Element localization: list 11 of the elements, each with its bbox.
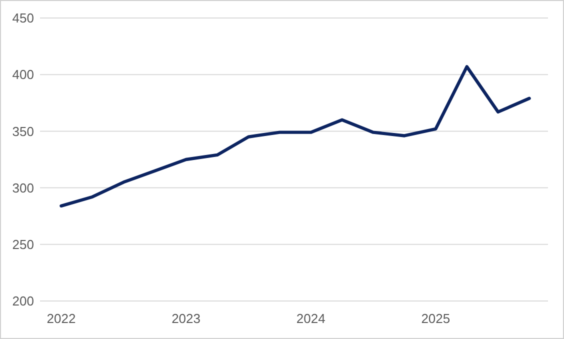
y-tick-label: 450	[12, 10, 34, 26]
y-tick-label: 350	[12, 124, 34, 139]
y-tick-label: 200	[12, 294, 34, 309]
y-tick-label: 300	[12, 180, 34, 196]
line-series	[60, 65, 531, 208]
x-tick-label: 2025	[421, 311, 450, 326]
y-tick-label: 400	[12, 67, 34, 82]
x-tick-label: 2022	[46, 311, 76, 326]
y-tick-label: 250	[12, 236, 34, 252]
x-tick-label: 2024	[296, 311, 326, 326]
x-tick-label: 2023	[172, 311, 200, 326]
